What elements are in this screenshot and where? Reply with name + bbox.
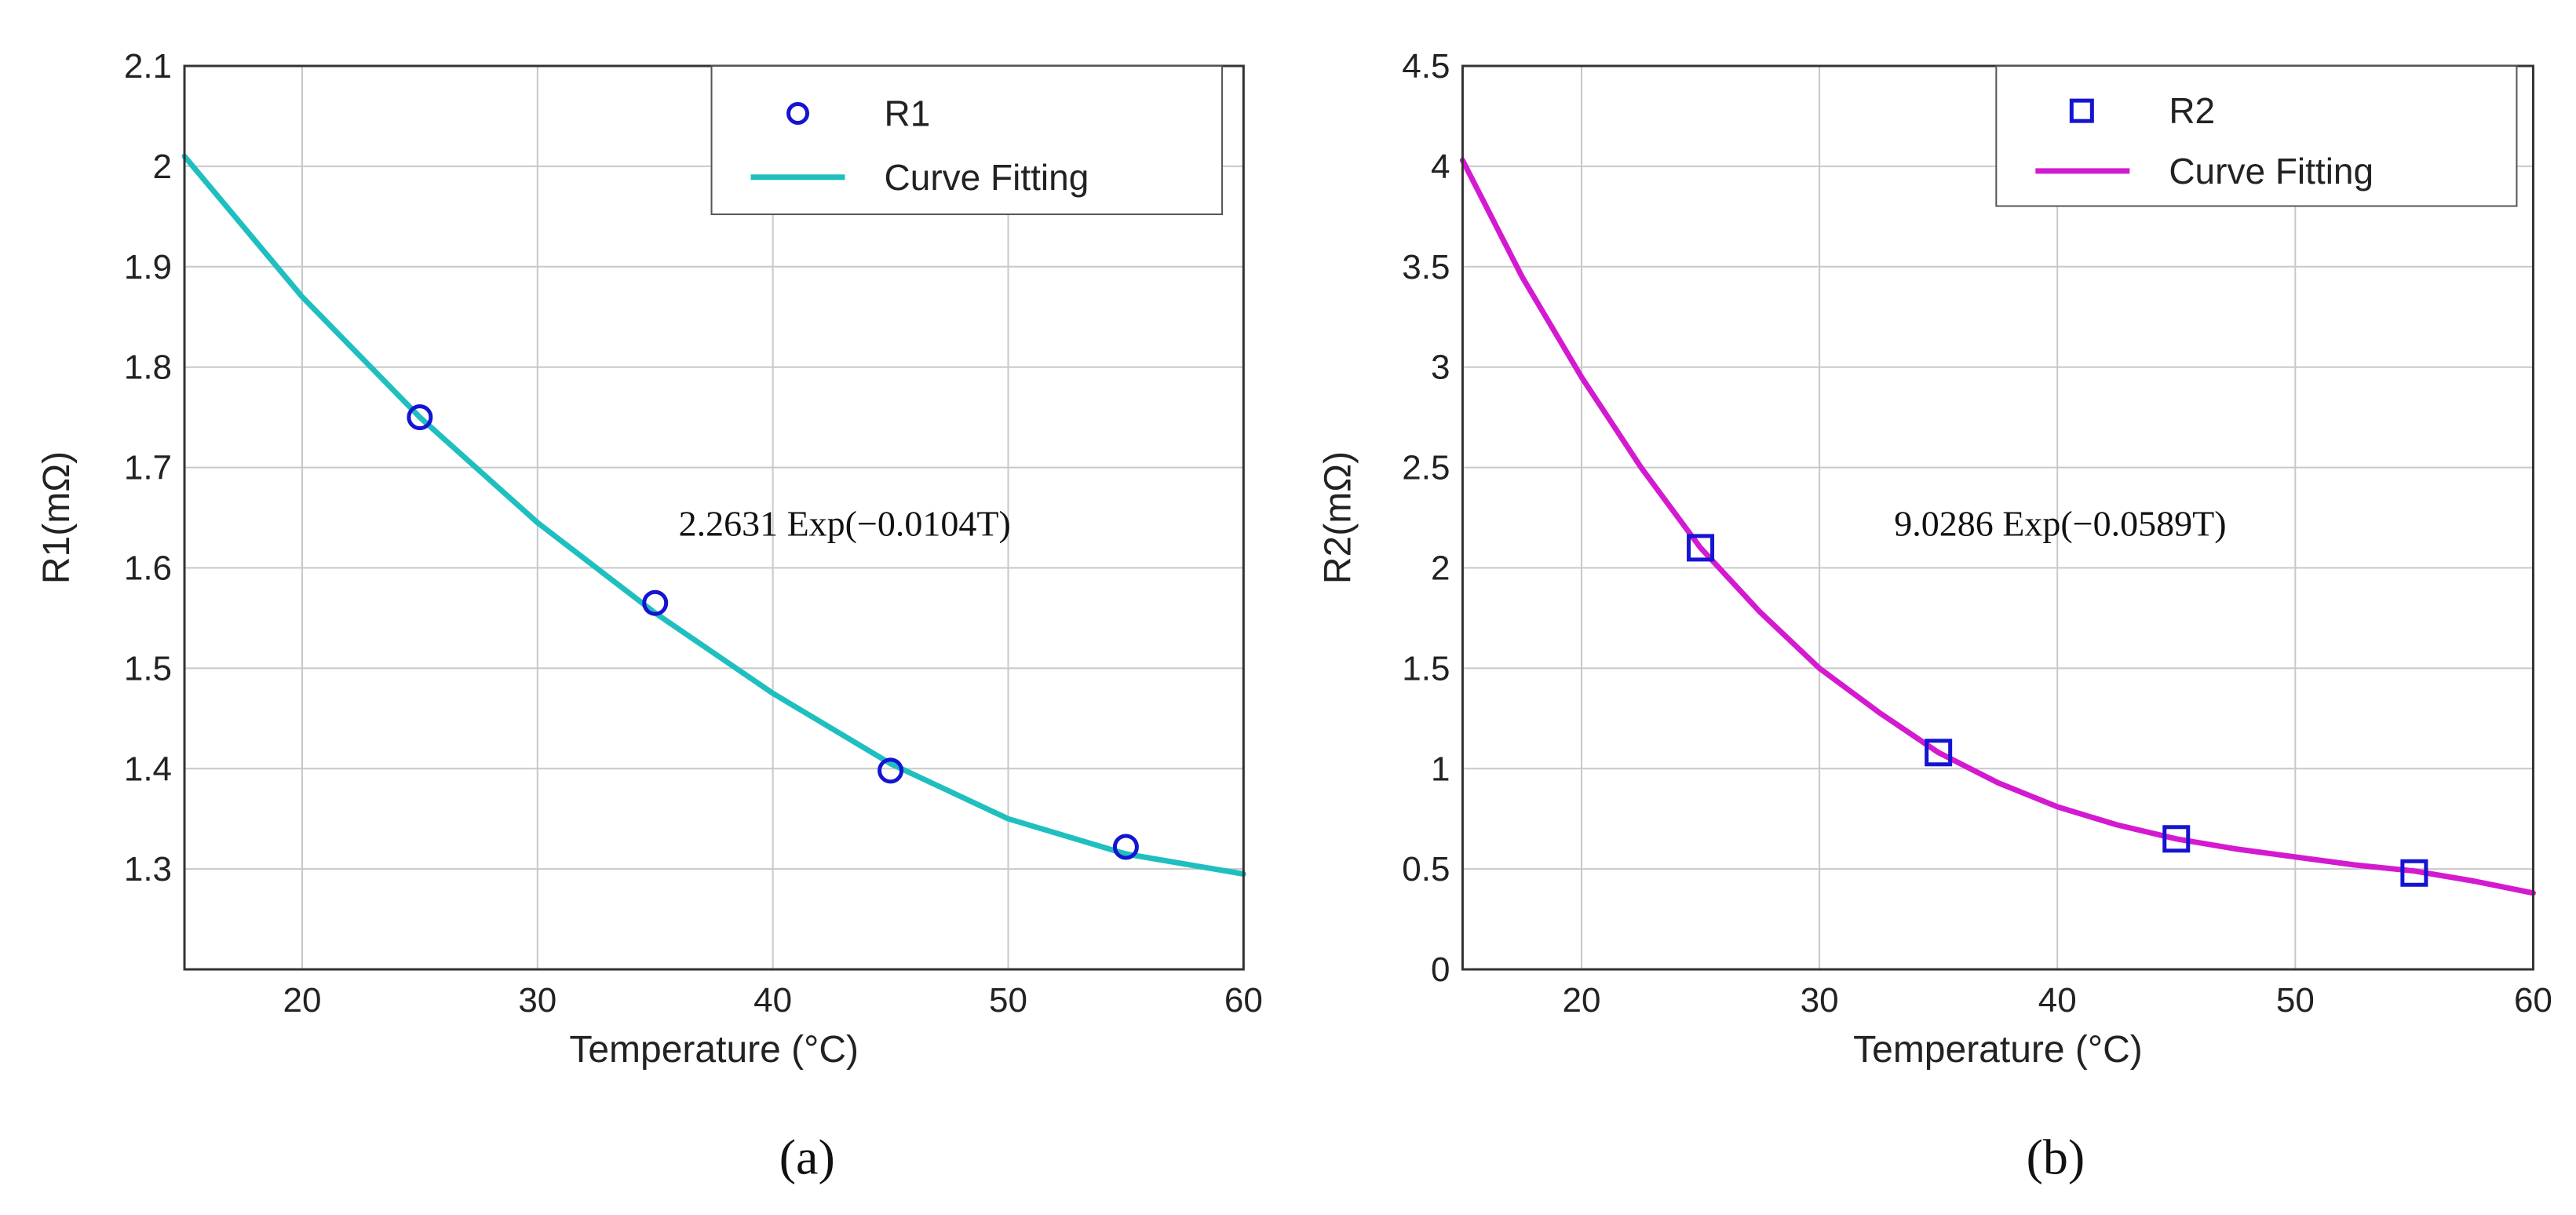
y-tick-label-b-2: 1 bbox=[1431, 750, 1450, 788]
y-tick-label-b-4: 2 bbox=[1431, 549, 1450, 587]
x-tick-label-a-4: 60 bbox=[1224, 981, 1263, 1020]
y-tick-label-a-7: 2 bbox=[153, 148, 172, 186]
series-lines-b bbox=[1459, 157, 2536, 896]
x-tick-label-a-0: 20 bbox=[283, 981, 321, 1020]
plot-area-a bbox=[184, 66, 1244, 970]
x-tick-label-b-0: 20 bbox=[1563, 981, 1601, 1020]
legend-b: R2 Curve Fitting bbox=[1995, 65, 2518, 207]
y-tick-label-a-1: 1.4 bbox=[124, 750, 172, 788]
legend-label-r2: R2 bbox=[2169, 90, 2215, 131]
x-tick-labels-a: 20 30 40 50 60 bbox=[283, 981, 1262, 1020]
y-tick-label-b-9: 4.5 bbox=[1402, 47, 1450, 86]
y-tick-label-b-5: 2.5 bbox=[1402, 449, 1450, 487]
caption-a: (a) bbox=[779, 1129, 835, 1184]
fit-curve-a bbox=[181, 153, 1246, 877]
fit-curve-b bbox=[1459, 157, 2536, 896]
x-tick-label-a-3: 50 bbox=[989, 981, 1027, 1020]
y-tick-label-b-1: 0.5 bbox=[1402, 850, 1450, 888]
x-tick-label-b-1: 30 bbox=[1801, 981, 1839, 1020]
chart-panel-a: 20 30 40 50 60 1.3 1.4 1.5 1.6 1.7 1.8 1.9 2 2.1 Tem… bbox=[36, 47, 1263, 1184]
legend-label-r1: R1 bbox=[885, 93, 931, 134]
y-tick-label-b-8: 4 bbox=[1431, 148, 1450, 186]
data-point-b-1 bbox=[1925, 739, 1953, 767]
y-tick-label-b-0: 0 bbox=[1431, 950, 1450, 989]
legend-symbol-r2 bbox=[2069, 98, 2094, 123]
x-tick-label-b-4: 60 bbox=[2514, 981, 2552, 1020]
y-tick-label-b-7: 3.5 bbox=[1402, 248, 1450, 286]
data-point-b-0 bbox=[1687, 534, 1715, 562]
legend-marker-b bbox=[2069, 98, 2094, 123]
legend-box-a bbox=[710, 65, 1224, 216]
x-tick-label-a-1: 30 bbox=[518, 981, 556, 1020]
y-tick-label-a-0: 1.3 bbox=[124, 850, 172, 888]
x-tick-labels-b: 20 30 40 50 60 bbox=[1563, 981, 2552, 1020]
fit-equation-a: 2.2631 Exp(−0.0104T) bbox=[679, 504, 1011, 544]
y-tick-labels-b: 0 0.5 1 1.5 2 2.5 3 3.5 4 4.5 bbox=[1402, 47, 1450, 989]
chart-panel-b: 20 30 40 50 60 0 0.5 1 1.5 2 2.5 3 3.5 4 4.5 Temperat… bbox=[1318, 47, 2552, 1184]
legend-box-b bbox=[1995, 65, 2518, 207]
y-tick-label-a-8: 2.1 bbox=[124, 47, 172, 86]
y-tick-label-a-2: 1.5 bbox=[124, 649, 172, 688]
y-tick-label-a-3: 1.6 bbox=[124, 549, 172, 587]
y-tick-label-b-6: 3 bbox=[1431, 348, 1450, 387]
data-point-b-2 bbox=[2162, 825, 2191, 853]
series-lines-a bbox=[181, 153, 1246, 877]
legend-label-fit-a: Curve Fitting bbox=[885, 157, 1089, 198]
y-tick-labels-a: 1.3 1.4 1.5 1.6 1.7 1.8 1.9 2 2.1 bbox=[124, 47, 172, 888]
y-tick-label-a-4: 1.7 bbox=[124, 449, 172, 487]
legend-marker-a bbox=[786, 102, 810, 126]
series-markers-b bbox=[1687, 534, 2428, 887]
y-tick-label-a-5: 1.8 bbox=[124, 348, 172, 387]
y-tick-label-b-3: 1.5 bbox=[1402, 649, 1450, 688]
legend-a: R1 Curve Fitting bbox=[710, 65, 1224, 216]
data-point-a-1 bbox=[642, 589, 669, 616]
x-axis-label-a: Temperature (°C) bbox=[569, 1029, 859, 1071]
data-point-a-2 bbox=[878, 757, 904, 784]
plot-area-b bbox=[1462, 66, 2534, 970]
caption-b: (b) bbox=[2027, 1129, 2085, 1184]
legend-symbol-r1 bbox=[786, 102, 810, 126]
x-axis-label-b: Temperature (°C) bbox=[1853, 1029, 2143, 1071]
x-tick-label-b-3: 50 bbox=[2276, 981, 2315, 1020]
data-point-b-3 bbox=[2400, 859, 2428, 887]
y-axis-label-a: R1(mΩ) bbox=[36, 451, 78, 584]
legend-label-fit-b: Curve Fitting bbox=[2169, 151, 2373, 192]
series-markers-a bbox=[407, 404, 1139, 860]
y-tick-label-a-6: 1.9 bbox=[124, 248, 172, 286]
x-tick-label-a-2: 40 bbox=[753, 981, 792, 1020]
y-axis-label-b: R2(mΩ) bbox=[1318, 451, 1359, 584]
x-tick-label-b-2: 40 bbox=[2038, 981, 2077, 1020]
data-point-a-3 bbox=[1112, 834, 1139, 860]
data-point-a-0 bbox=[407, 404, 433, 431]
fit-equation-b: 9.0286 Exp(−0.0589T) bbox=[1894, 504, 2226, 544]
